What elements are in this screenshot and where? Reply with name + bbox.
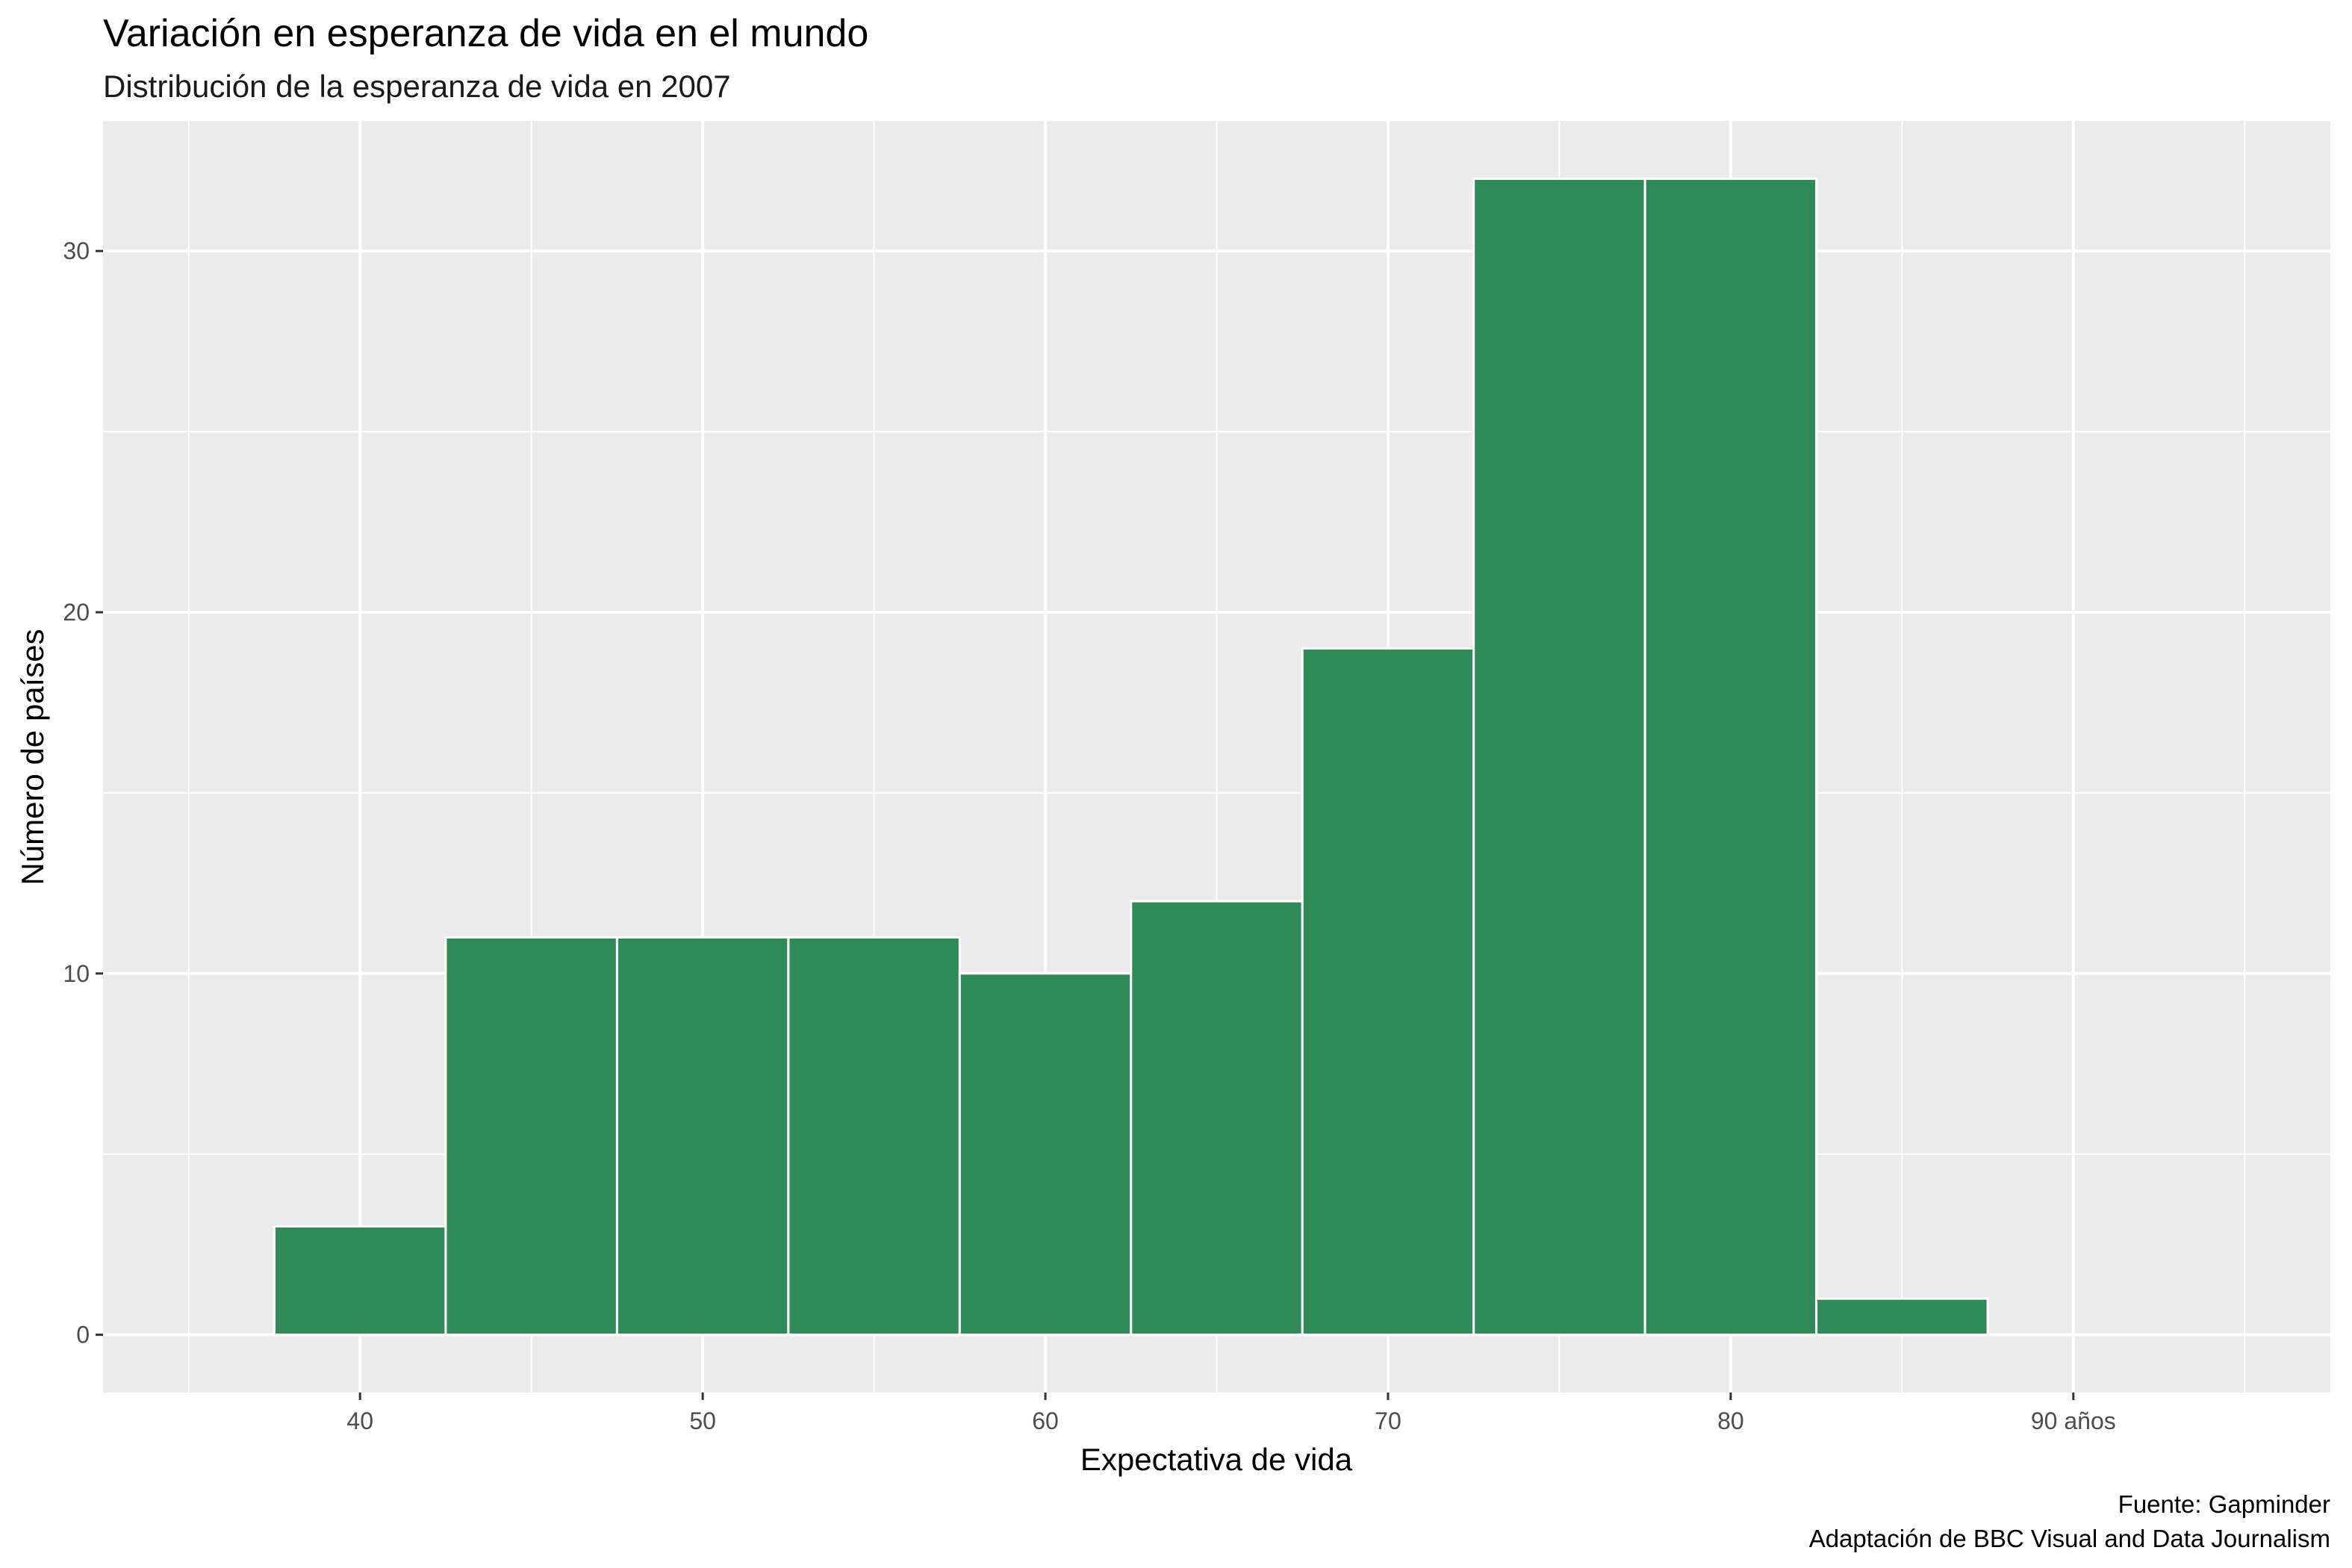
- caption-source: Fuente: Gapminder: [2118, 1490, 2330, 1518]
- histogram-bar: [273, 1225, 447, 1337]
- histogram-bar: [958, 972, 1133, 1337]
- chart-title: Variación en esperanza de vida en el mun…: [103, 12, 868, 55]
- y-axis: 0 10 20 30: [63, 237, 103, 1348]
- histogram-bars: [273, 177, 1989, 1337]
- histogram-bar: [1815, 1297, 1989, 1337]
- x-axis: 40 50 60 70 80 90 años: [346, 1393, 2116, 1434]
- x-axis-title: Expectativa de vida: [1080, 1442, 1353, 1477]
- histogram-bar: [1472, 177, 1646, 1337]
- x-tick-label: 90 años: [2031, 1407, 2116, 1434]
- x-tick-label: 80: [1717, 1407, 1744, 1434]
- y-axis-title: Número de países: [15, 629, 50, 885]
- caption-credit: Adaptación de BBC Visual and Data Journa…: [1809, 1525, 2330, 1552]
- histogram-bar: [1643, 177, 1818, 1337]
- y-tick-label: 0: [76, 1322, 90, 1348]
- y-tick-label: 30: [63, 237, 90, 264]
- chart-subtitle: Distribución de la esperanza de vida en …: [103, 69, 731, 104]
- histogram-bar: [444, 936, 618, 1337]
- histogram-bar: [1130, 900, 1304, 1337]
- histogram-bar: [615, 936, 790, 1337]
- histogram-bar: [787, 936, 961, 1337]
- y-tick-label: 10: [63, 960, 90, 987]
- histogram-bar: [1301, 647, 1475, 1337]
- x-tick-label: 60: [1032, 1407, 1059, 1434]
- y-tick-label: 20: [63, 599, 90, 626]
- x-tick-label: 50: [689, 1407, 716, 1434]
- x-tick-label: 70: [1375, 1407, 1401, 1434]
- x-tick-label: 40: [346, 1407, 373, 1434]
